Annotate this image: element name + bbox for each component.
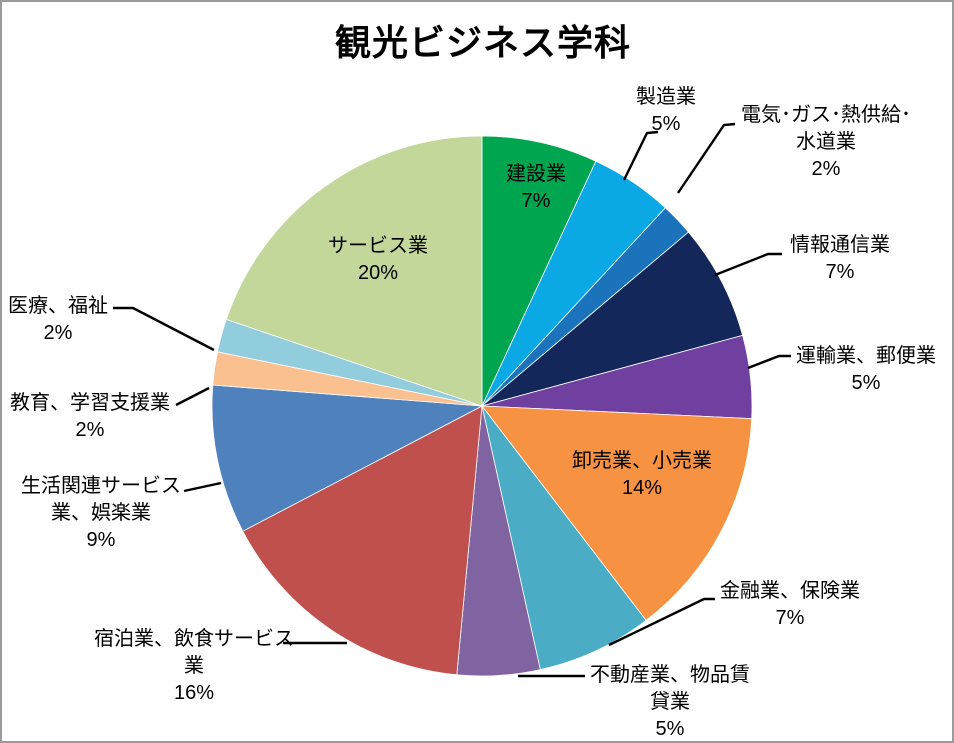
pie: [211, 135, 753, 677]
label-real-estate-leasing: 不動産業、物品賃 貸業 5%: [590, 662, 750, 741]
leader-information-communications: [714, 252, 782, 277]
leader-manufacturing: [622, 130, 659, 181]
label-real-estate-leasing-name: 不動産業、物品賃 貸業: [590, 664, 750, 713]
pie-slice-13[interactable]: [225, 135, 483, 407]
label-education-name: 教育、学習支援業: [10, 392, 170, 414]
label-finance-insurance-pct: 7%: [775, 607, 805, 629]
label-education-pct: 2%: [75, 419, 105, 441]
label-services: サービス業 20%: [328, 233, 428, 287]
label-utilities: 電気･ガス･熱供給･ 水道業 2%: [741, 102, 911, 183]
label-accommodation-food-service-pct: 16%: [173, 682, 215, 704]
label-transport-postal-name: 運輸業、郵便業: [796, 345, 936, 367]
leader-transport-postal: [747, 354, 791, 370]
pie-slice-7[interactable]: [481, 405, 647, 671]
label-accommodation-food-service: 宿泊業、飲食サービス業 16%: [94, 626, 294, 707]
label-transport-postal: 運輸業、郵便業 5%: [796, 343, 936, 397]
label-medical-welfare: 医療、福祉 2%: [8, 293, 108, 347]
label-services-pct: 20%: [357, 262, 399, 284]
label-construction: 建設業 7%: [506, 161, 566, 215]
label-life-related-services-pct: 9%: [86, 529, 116, 551]
label-education: 教育、学習支援業 2%: [10, 390, 170, 444]
label-manufacturing-pct: 5%: [651, 113, 681, 135]
label-construction-name: 建設業: [506, 163, 566, 185]
label-life-related-services-name: 生活関連サービス 業、娯楽業: [21, 475, 181, 524]
label-services-name: サービス業: [328, 235, 428, 257]
pie-slice-1[interactable]: [481, 135, 597, 407]
label-information-communications-name: 情報通信業: [790, 234, 890, 256]
label-life-related-services: 生活関連サービス 業、娯楽業 9%: [21, 473, 181, 554]
label-finance-insurance: 金融業、保険業 7%: [720, 578, 860, 632]
label-transport-postal-pct: 5%: [851, 372, 881, 394]
pie-slice-9[interactable]: [242, 405, 483, 676]
label-wholesale-retail: 卸売業、小売業 14%: [572, 448, 712, 502]
label-information-communications-pct: 7%: [825, 261, 855, 283]
label-manufacturing-name: 製造業: [636, 86, 696, 108]
leader-lines: [113, 122, 791, 678]
label-construction-pct: 7%: [521, 190, 551, 212]
leader-finance-insurance: [608, 597, 715, 647]
leader-education: [175, 386, 210, 407]
label-real-estate-leasing-pct: 5%: [655, 718, 685, 740]
pie-slice-10[interactable]: [211, 384, 484, 532]
leader-utilities: [677, 122, 736, 194]
label-manufacturing: 製造業 5%: [636, 84, 696, 138]
label-information-communications: 情報通信業 7%: [790, 232, 890, 286]
pie-slice-4[interactable]: [481, 231, 744, 407]
label-medical-welfare-name: 医療、福祉: [8, 295, 108, 317]
label-wholesale-retail-pct: 14%: [621, 477, 663, 499]
label-wholesale-retail-name: 卸売業、小売業: [572, 450, 712, 472]
label-utilities-pct: 2%: [811, 158, 841, 180]
leader-life-related-services: [183, 481, 222, 493]
label-accommodation-food-service-name: 宿泊業、飲食サービス業: [94, 628, 294, 677]
pie-slice-6[interactable]: [481, 405, 753, 621]
label-medical-welfare-pct: 2%: [43, 322, 73, 344]
leader-medical-welfare: [113, 306, 215, 352]
label-finance-insurance-name: 金融業、保険業: [720, 580, 860, 602]
chart-title: 観光ビジネス学科: [334, 22, 632, 63]
label-utilities-name: 電気･ガス･熱供給･ 水道業: [741, 104, 911, 153]
